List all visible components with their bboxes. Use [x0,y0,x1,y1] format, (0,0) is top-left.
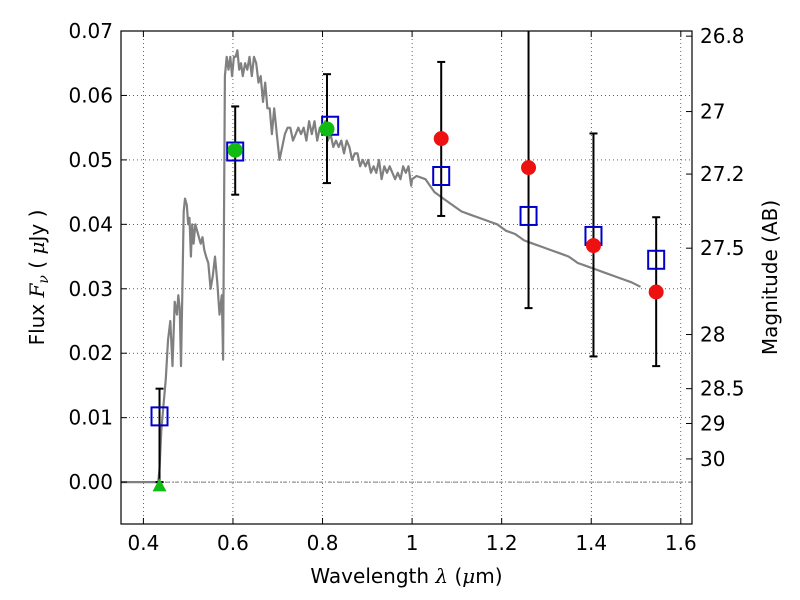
x-tick-label: 1.4 [575,531,607,555]
y-tick-label: 0.00 [68,470,113,494]
secondary-y-axis-label: Magnitude (AB) [758,200,782,355]
plot-frame [120,30,693,525]
open-square-marker [432,166,451,186]
y-tick-label: 0.06 [68,83,113,107]
open-square-marker [647,249,666,270]
y2-tick-label: 30 [700,447,725,471]
y-tick-label: 0.01 [68,406,113,430]
y2-tick-label: 29 [700,411,725,435]
open-square-marker [519,205,538,226]
x-tick-label: 1.6 [665,531,697,555]
x-tick-label: 1 [406,531,419,555]
axis-ticks: 0.4 0.6 0.8 1 1.2 1.4 1.6 0.00 0.01 0.02 0.03 0.04 0… [68,19,744,555]
y-tick-label: 0.02 [68,341,113,365]
model-sed-curve [121,49,641,484]
y-axis-label: Flux Fν ( μJy ) [25,210,52,346]
y-tick-label: 0.07 [68,19,113,43]
filled-circle-marker [433,131,449,147]
filled-circle-marker [648,284,664,300]
y2-tick-label: 28 [700,323,725,347]
y-tick-label: 0.04 [68,212,113,236]
y2-tick-label: 26.8 [700,24,745,48]
y2-tick-label: 27 [700,100,725,124]
x-tick-label: 1.2 [486,531,518,555]
x-tick-label: 0.6 [217,531,249,555]
filled-circle-marker [585,238,601,254]
data-markers [150,115,666,492]
filled-circle-marker [319,121,335,137]
y-tick-label: 0.05 [68,148,113,172]
open-square-marker [226,141,245,162]
y2-tick-label: 28.5 [700,377,745,401]
filled-circle-marker [521,160,537,176]
error-bars [155,31,661,484]
filled-circle-marker [227,142,243,158]
y2-tick-label: 27.2 [700,162,745,186]
triangle-marker [152,478,167,492]
y2-tick-label: 27.5 [700,236,745,260]
grid-lines [121,30,692,524]
open-square-marker [150,406,169,427]
x-tick-label: 0.4 [127,531,159,555]
y-tick-label: 0.03 [68,277,113,301]
x-axis-label: Wavelength λ (μm) [310,564,502,588]
x-tick-label: 0.8 [307,531,339,555]
